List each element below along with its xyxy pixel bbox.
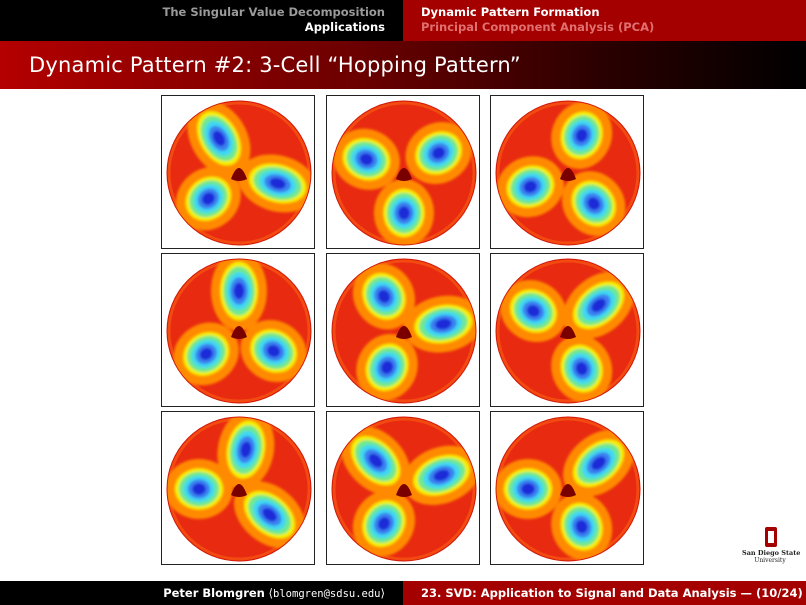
nav-section-link[interactable]: The Singular Value Decomposition bbox=[162, 5, 386, 19]
pattern-core bbox=[396, 326, 412, 339]
pattern-cell-blob bbox=[173, 322, 239, 386]
author-name: Peter Blomgren bbox=[163, 586, 265, 600]
footer-author-panel: Peter Blomgren ⟨blomgren@sdsu.edu⟩ bbox=[0, 581, 403, 605]
pattern-cell-blob bbox=[352, 490, 416, 557]
nav-current-subsection-link[interactable]: Principal Component Analysis (PCA) bbox=[421, 20, 655, 34]
pattern-cell-blob bbox=[551, 101, 613, 169]
pattern-core bbox=[560, 326, 576, 339]
header-navigation: The Singular Value Decomposition Applica… bbox=[0, 0, 806, 41]
pattern-cell-blob bbox=[234, 481, 306, 549]
pattern-core bbox=[396, 484, 412, 497]
slide-title: Dynamic Pattern #2: 3-Cell “Hopping Patt… bbox=[29, 53, 521, 77]
pattern-core bbox=[231, 326, 247, 339]
pattern-cell-blob bbox=[332, 128, 400, 190]
pattern-core bbox=[231, 168, 247, 181]
logo-line-1: San Diego State bbox=[742, 549, 801, 557]
pattern-cell-blob bbox=[496, 156, 564, 218]
pattern-panel-1 bbox=[161, 95, 315, 249]
pattern-cell-blob bbox=[211, 259, 267, 331]
slide-title-bar: Dynamic Pattern #2: 3-Cell “Hopping Patt… bbox=[0, 41, 806, 89]
pattern-panel-4 bbox=[161, 253, 315, 407]
pattern-cell-blob bbox=[405, 121, 472, 185]
pattern-plot-7 bbox=[166, 416, 312, 562]
pattern-plot-8 bbox=[331, 416, 477, 562]
pattern-cell-blob bbox=[500, 279, 567, 343]
pattern-panel-5 bbox=[326, 253, 480, 407]
pattern-cell-blob bbox=[496, 459, 562, 519]
pattern-cell-blob bbox=[561, 171, 626, 237]
pattern-core bbox=[560, 484, 576, 497]
pattern-panel-6 bbox=[490, 253, 644, 407]
pattern-cell-blob bbox=[551, 335, 613, 403]
pattern-cell-blob bbox=[352, 263, 416, 330]
pattern-cell-blob bbox=[551, 493, 613, 561]
nav-current-section-link[interactable]: Dynamic Pattern Formation bbox=[421, 5, 600, 19]
author-email[interactable]: blomgren@sdsu.edu bbox=[273, 588, 381, 600]
logo-mark-icon bbox=[765, 527, 777, 547]
pattern-panel-3 bbox=[490, 95, 644, 249]
pattern-panel-7 bbox=[161, 411, 315, 565]
pattern-plot-4 bbox=[166, 258, 312, 404]
pattern-plot-2 bbox=[331, 100, 477, 246]
pattern-core bbox=[560, 168, 576, 181]
footer-lecture-panel: 23. SVD: Application to Signal and Data … bbox=[403, 581, 806, 605]
email-close-bracket: ⟩ bbox=[380, 586, 386, 600]
university-logo: San Diego State University bbox=[742, 527, 801, 567]
pattern-cell-blob bbox=[374, 179, 434, 245]
pattern-core bbox=[396, 168, 412, 181]
pattern-plot-9 bbox=[495, 416, 641, 562]
pattern-plot-6 bbox=[495, 258, 641, 404]
logo-line-2: University bbox=[754, 557, 786, 564]
pattern-plot-1 bbox=[166, 100, 312, 246]
pattern-plot-3 bbox=[495, 100, 641, 246]
footer-lecture-title: 23. SVD: Application to Signal and Data … bbox=[421, 586, 803, 600]
pattern-core bbox=[231, 484, 247, 497]
nav-left-panel: The Singular Value Decomposition Applica… bbox=[0, 0, 403, 41]
nav-right-panel: Dynamic Pattern Formation Principal Comp… bbox=[403, 0, 806, 41]
pattern-cell-blob bbox=[341, 426, 411, 496]
email-open-bracket: ⟨ bbox=[268, 586, 274, 600]
pattern-plot-5 bbox=[331, 258, 477, 404]
pattern-panel-9 bbox=[490, 411, 644, 565]
pattern-cell-blob bbox=[240, 319, 307, 383]
pattern-panel-2 bbox=[326, 95, 480, 249]
pattern-cell-blob bbox=[356, 333, 418, 401]
footer-author: Peter Blomgren ⟨blomgren@sdsu.edu⟩ bbox=[163, 586, 385, 600]
pattern-cell-blob bbox=[217, 417, 275, 490]
pattern-cell-blob bbox=[238, 154, 311, 213]
pattern-cell-blob bbox=[563, 271, 635, 339]
pattern-cell-blob bbox=[167, 459, 233, 519]
pattern-cell-blob bbox=[187, 101, 251, 176]
pattern-panel-8 bbox=[326, 411, 480, 565]
pattern-cell-blob bbox=[175, 166, 241, 231]
pattern-cell-blob bbox=[403, 295, 476, 353]
pattern-cell-blob bbox=[402, 445, 476, 505]
nav-subsection-link[interactable]: Applications bbox=[304, 20, 385, 34]
pattern-cell-blob bbox=[563, 429, 635, 497]
